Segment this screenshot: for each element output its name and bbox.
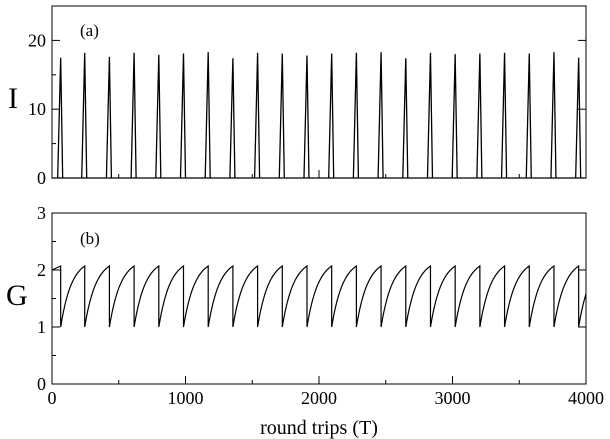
pulse-spike xyxy=(500,52,508,179)
x-axis-label: round trips (T) xyxy=(260,417,378,439)
pulse-spike xyxy=(130,52,137,179)
panel-b-x-ticks: 0 1000 2000 3000 4000 xyxy=(48,376,604,408)
panel-b-y-ticks: 0 1 2 3 xyxy=(37,203,586,394)
panel-b-x-tick-label: 3000 xyxy=(435,388,471,408)
panel-b-x-tick-label: 4000 xyxy=(568,388,604,408)
panel-b-x-tick-label: 0 xyxy=(48,388,57,408)
pulse-spike xyxy=(328,53,335,179)
panel-b-y-tick-label: 1 xyxy=(37,317,46,337)
panel-a-y-ticks: 0 10 20 xyxy=(28,5,586,188)
pulse-spike xyxy=(57,57,64,179)
pulse-spike xyxy=(229,58,236,179)
pulse-spike xyxy=(278,53,285,179)
panel-b-gain-line xyxy=(51,264,587,328)
pulse-spike xyxy=(155,54,162,179)
pulse-spike xyxy=(303,55,310,179)
panel-a-y-tick-label: 10 xyxy=(28,99,46,119)
panel-a-y-tick-label: 0 xyxy=(37,168,46,188)
pulse-spike xyxy=(575,57,582,179)
panel-a: 0 10 20 (a) I xyxy=(8,5,587,188)
pulse-spike xyxy=(253,52,261,179)
pulse-spike xyxy=(476,53,483,179)
pulse-spike xyxy=(550,52,557,179)
pulse-spike xyxy=(426,52,434,179)
panel-b-y-tick-label: 2 xyxy=(37,260,46,280)
panel-a-tag: (a) xyxy=(80,21,99,40)
pulse-spike xyxy=(105,56,113,179)
pulse-spike xyxy=(179,53,187,179)
panel-b: 0 1 2 3 0 1000 2000 3000 4000 (b) G round trips… xyxy=(6,203,604,439)
panel-b-frame xyxy=(51,212,587,385)
panel-a-series xyxy=(52,52,586,179)
pulse-spike xyxy=(352,52,360,179)
panel-b-x-tick-label: 1000 xyxy=(168,388,204,408)
panel-b-y-tick-label: 3 xyxy=(37,203,46,223)
pulse-spike xyxy=(377,52,384,179)
panel-b-tag: (b) xyxy=(80,229,100,248)
panel-b-x-tick-label: 2000 xyxy=(301,388,337,408)
panel-b-y-tick-label: 0 xyxy=(37,374,46,394)
pulse-spike xyxy=(204,52,211,179)
pulse-spike xyxy=(402,58,409,179)
pulse-spike xyxy=(81,52,88,179)
pulse-spike xyxy=(525,53,532,179)
panel-a-y-tick-label: 20 xyxy=(28,30,46,50)
panel-b-ylabel: G xyxy=(6,279,28,312)
panel-a-ylabel: I xyxy=(8,82,18,115)
pulse-spike xyxy=(451,54,458,179)
